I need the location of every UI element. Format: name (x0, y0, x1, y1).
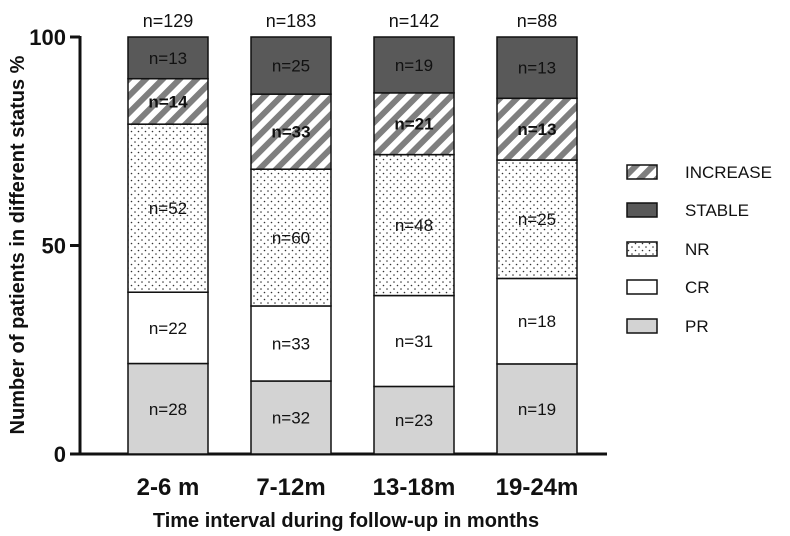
y-ticks: 0 50 100 (29, 25, 80, 467)
bar-stack: n=28 n=22 n=52 n=14 n=13 (127, 36, 209, 455)
legend-label: NR (685, 240, 710, 259)
bar-segment-pr (127, 362, 209, 455)
legend: INCREASE STABLE NR CR PR (626, 163, 772, 336)
bar-segment-label: n=14 (148, 92, 188, 111)
bar-segment-label: n=19 (395, 56, 433, 75)
bar-total-label: n=142 (389, 11, 440, 31)
legend-swatch (626, 318, 658, 334)
x-axis-title: Time interval during follow-up in months (153, 510, 539, 532)
legend-label: INCREASE (685, 163, 772, 182)
bar-segment-nr (373, 153, 455, 297)
legend-label: STABLE (685, 201, 749, 220)
legend-item-stable: STABLE (626, 201, 749, 220)
bar-segment-cr (127, 291, 209, 365)
y-tick-label: 100 (29, 25, 66, 50)
bar-segment-label: n=33 (272, 334, 310, 353)
y-tick-label: 0 (54, 442, 66, 467)
bar-segment-label: n=19 (518, 400, 556, 419)
bar-segment-label: n=48 (395, 216, 433, 235)
bar-segment-stable (496, 36, 578, 100)
bar-total-label: n=129 (143, 11, 194, 31)
bar-segment-stable (127, 36, 209, 80)
bar-segment-cr (250, 305, 332, 382)
bar-total-label: n=183 (266, 11, 317, 31)
bar-segment-stable (373, 36, 455, 94)
bar-segment-label: n=25 (272, 57, 310, 76)
y-tick-label: 50 (42, 234, 66, 259)
legend-swatch (626, 279, 658, 295)
bar-segment-label: n=13 (517, 120, 556, 139)
legend-item-increase: INCREASE (626, 163, 772, 182)
bar-segment-cr (496, 277, 578, 365)
bar-segment-label: n=33 (271, 123, 310, 142)
legend-swatch (626, 202, 658, 218)
legend-item-cr: CR (626, 278, 710, 297)
legend-label: PR (685, 317, 709, 336)
bar-segment-label: n=52 (149, 199, 187, 218)
bar-segment-label: n=13 (518, 59, 556, 78)
legend-label: CR (685, 278, 710, 297)
bar-segment-label: n=25 (518, 210, 556, 229)
bar-segment-label: n=60 (272, 229, 310, 248)
x-tick-label: 2-6 m (137, 474, 200, 501)
y-axis-title: Number of patients in different status % (7, 55, 29, 434)
bar-segment-label: n=22 (149, 319, 187, 338)
bar-segment-increase (373, 92, 455, 156)
bar-stack: n=32 n=33 n=60 n=33 n=25 (250, 36, 332, 455)
legend-item-pr: PR (626, 317, 709, 336)
bar-total-label: n=88 (517, 11, 558, 31)
y-axis: 0 50 100 (29, 25, 82, 467)
bars: n=28 n=22 n=52 n=14 n=13 n=32 n=33 n=60 n=33 n=25… (127, 36, 578, 455)
bar-segment-increase (496, 97, 578, 161)
bar-segment-label: n=31 (395, 332, 433, 351)
x-tick-label: 19-24m (496, 474, 579, 501)
legend-swatch (626, 241, 658, 257)
bar-segment-label: n=18 (518, 312, 556, 331)
bar-segment-label: n=28 (149, 400, 187, 419)
bar-segment-nr (250, 168, 332, 307)
bar-segment-label: n=23 (395, 411, 433, 430)
legend-swatch (626, 164, 658, 180)
bar-segment-cr (373, 294, 455, 388)
x-tick-label: 7-12m (256, 474, 325, 501)
bar-stack: n=19 n=18 n=25 n=13 n=13 (496, 36, 578, 455)
total-labels: n=129 n=183 n=142 n=88 (143, 11, 558, 31)
bar-segment-label: n=21 (394, 115, 433, 134)
bar-segment-increase (250, 93, 332, 170)
bar-segment-label: n=32 (272, 409, 310, 428)
x-tick-label: 13-18m (373, 474, 456, 501)
bar-stack: n=23 n=31 n=48 n=21 n=19 (373, 36, 455, 455)
category-labels: 2-6 m 7-12m 13-18m 19-24m (137, 474, 579, 501)
legend-item-nr: NR (626, 240, 710, 259)
bar-segment-pr (496, 363, 578, 455)
bar-segment-label: n=13 (149, 49, 187, 68)
bar-segment-nr (496, 159, 578, 280)
bar-segment-stable (250, 36, 332, 95)
